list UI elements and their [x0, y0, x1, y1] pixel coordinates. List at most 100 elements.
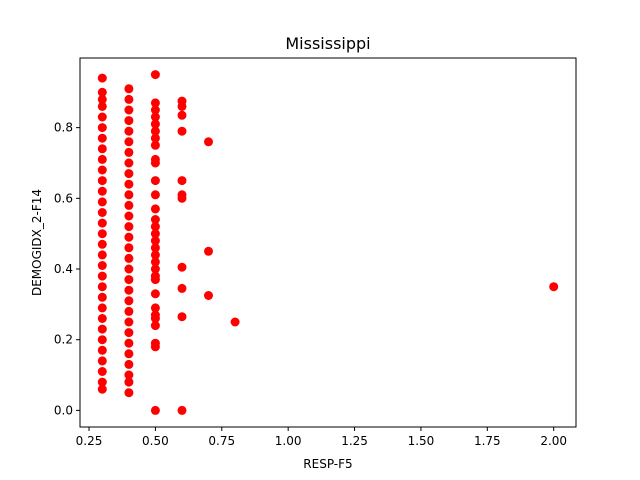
scatter-point [150, 222, 160, 232]
y-tick-label: 0.8 [54, 121, 73, 135]
x-tick-label: 2.00 [540, 434, 567, 448]
scatter-point [97, 335, 107, 345]
scatter-point [150, 275, 160, 285]
scatter-point [124, 211, 134, 221]
scatter-point [124, 243, 134, 253]
scatter-point [97, 314, 107, 323]
scatter-point [97, 94, 107, 104]
scatter-point [124, 179, 134, 189]
x-tick-label: 1.00 [275, 434, 302, 448]
scatter-point [124, 169, 134, 179]
scatter-point [150, 105, 160, 115]
scatter-point [97, 377, 107, 387]
scatter-point [97, 73, 107, 83]
ticks-layer: 0.25 0.50 0.75 1.00 1.25 1.50 1.75 2.00 0.0 0.2 0.… [54, 121, 567, 448]
scatter-point [177, 176, 187, 186]
points-layer [97, 70, 559, 415]
scatter-point [177, 126, 187, 136]
plot-frame [79, 57, 577, 428]
scatter-point [97, 239, 107, 249]
scatter-point [97, 165, 107, 175]
scatter-point [150, 204, 160, 214]
scatter-point [177, 110, 187, 120]
scatter-point [177, 193, 187, 203]
scatter-point [124, 349, 134, 359]
scatter-point [97, 208, 107, 217]
scatter-point [97, 292, 107, 302]
scatter-point [150, 257, 160, 267]
scatter-point [124, 137, 134, 147]
x-tick-label: 0.75 [208, 434, 235, 448]
scatter-point [97, 112, 107, 122]
scatter-point [97, 261, 107, 270]
scatter-point [150, 70, 160, 80]
x-tick-label: 0.25 [76, 434, 103, 448]
scatter-point [97, 176, 107, 186]
scatter-point [97, 87, 107, 97]
scatter-point [150, 190, 160, 200]
y-tick-label: 0.2 [54, 333, 73, 347]
scatter-point [97, 271, 107, 281]
scatter-point [124, 388, 134, 398]
scatter-point [124, 190, 134, 200]
scatter-point [124, 306, 134, 316]
scatter-point [124, 338, 134, 348]
scatter-point [97, 101, 107, 111]
scatter-point [150, 243, 160, 253]
scatter-point [150, 119, 160, 129]
scatter-point [97, 154, 107, 164]
scatter-point [124, 359, 134, 369]
scatter-point [97, 133, 107, 143]
scatter-point [97, 186, 107, 196]
scatter-point [124, 126, 134, 136]
scatter-point [124, 200, 134, 210]
scatter-point [97, 282, 107, 292]
scatter-point [150, 126, 160, 136]
scatter-point [97, 367, 107, 376]
scatter-point [150, 140, 160, 150]
scatter-point [150, 321, 160, 331]
scatter-point [177, 101, 187, 111]
y-axis-label: DEMOGIDX_2-F14 [30, 189, 44, 296]
chart-title: Mississippi [285, 34, 370, 53]
scatter-point [230, 317, 240, 327]
scatter-point [150, 133, 160, 143]
x-tick-label: 1.75 [474, 434, 501, 448]
scatter-point [124, 275, 134, 285]
scatter-point [150, 250, 160, 260]
scatter-point [97, 356, 107, 366]
scatter-point [97, 303, 107, 313]
scatter-point [150, 158, 160, 168]
scatter-point [124, 317, 134, 327]
scatter-point [124, 147, 134, 157]
x-axis-label: RESP-F5 [303, 457, 352, 471]
scatter-point [124, 158, 134, 168]
scatter-point [97, 324, 107, 334]
scatter-point [97, 218, 107, 228]
scatter-point [150, 314, 160, 323]
scatter-point [97, 384, 107, 394]
scatter-point [124, 328, 134, 338]
scatter-point [549, 282, 559, 292]
scatter-point [124, 84, 134, 94]
scatter-point [150, 236, 160, 246]
scatter-point [204, 137, 213, 147]
scatter-point [124, 377, 134, 387]
scatter-point [150, 303, 160, 313]
scatter-point [97, 229, 107, 239]
scatter-point [150, 98, 160, 108]
y-tick-label: 0.4 [54, 262, 73, 276]
scatter-point [150, 289, 160, 299]
scatter-point [124, 105, 134, 115]
scatter-point [97, 345, 107, 355]
scatter-point [150, 215, 160, 224]
scatter-point [204, 246, 213, 256]
scatter-point [150, 176, 160, 186]
scatter-point [177, 312, 187, 322]
scatter-point [177, 283, 187, 293]
scatter-point [124, 222, 134, 232]
scatter-point [177, 405, 187, 415]
scatter-point [204, 291, 213, 300]
x-tick-label: 1.25 [341, 434, 368, 448]
